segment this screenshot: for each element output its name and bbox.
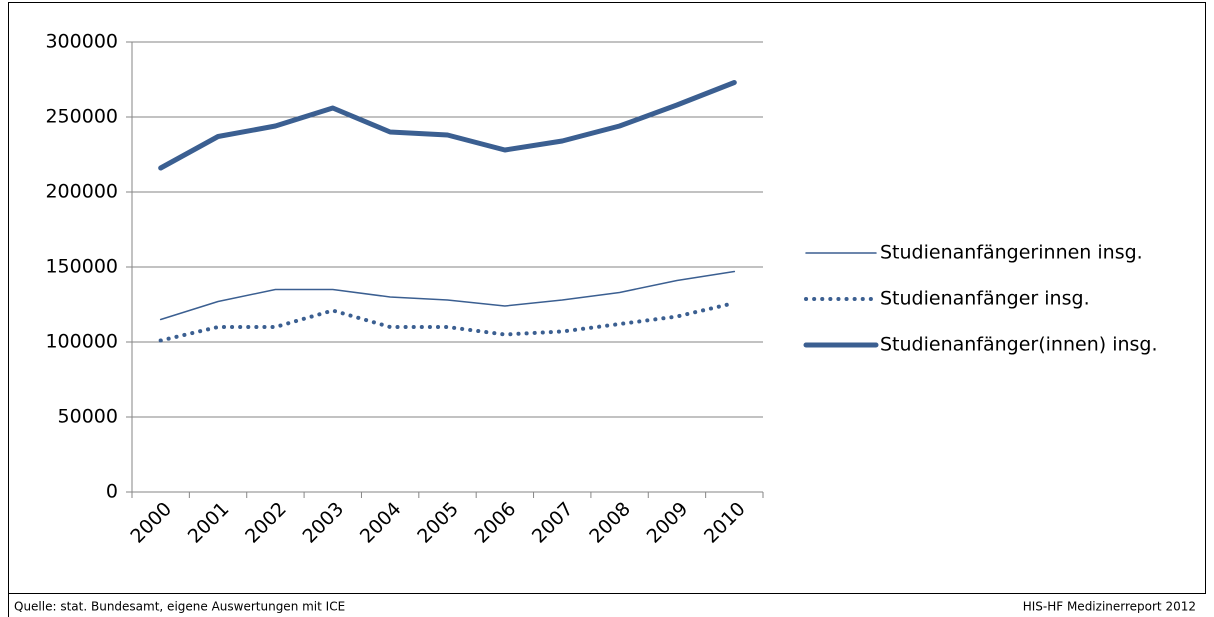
legend-label: Studienanfängerinnen insg. bbox=[880, 242, 1143, 264]
x-tick-label: 2009 bbox=[643, 498, 693, 548]
series-line bbox=[158, 80, 737, 171]
y-tick-label: 150000 bbox=[45, 256, 118, 278]
footer-report: HIS-HF Medizinerreport 2012 bbox=[1023, 600, 1196, 614]
x-tick-label: 2007 bbox=[528, 498, 578, 548]
legend-label: Studienanfänger(innen) insg. bbox=[880, 334, 1158, 356]
x-tick-label: 2008 bbox=[585, 498, 635, 548]
x-tick-label: 2002 bbox=[241, 498, 291, 548]
series-line bbox=[159, 270, 736, 321]
x-tick-label: 2000 bbox=[126, 498, 176, 548]
chart-frame bbox=[8, 2, 1206, 594]
legend-label: Studienanfänger insg. bbox=[880, 288, 1090, 310]
x-tick-label: 2005 bbox=[413, 498, 463, 548]
footer-source: Quelle: stat. Bundesamt, eigene Auswertu… bbox=[14, 600, 345, 614]
series-line bbox=[158, 301, 737, 343]
y-tick-label: 0 bbox=[106, 481, 118, 503]
y-tick-label: 200000 bbox=[45, 181, 118, 203]
x-tick-label: 2010 bbox=[700, 498, 750, 548]
x-tick-label: 2001 bbox=[184, 498, 234, 548]
y-tick-label: 50000 bbox=[58, 406, 118, 428]
x-tick-label: 2003 bbox=[298, 498, 348, 548]
x-tick-label: 2004 bbox=[356, 498, 406, 548]
y-tick-label: 300000 bbox=[45, 31, 118, 53]
x-tick-label: 2006 bbox=[471, 498, 521, 548]
y-tick-label: 100000 bbox=[45, 331, 118, 353]
y-tick-label: 250000 bbox=[45, 106, 118, 128]
